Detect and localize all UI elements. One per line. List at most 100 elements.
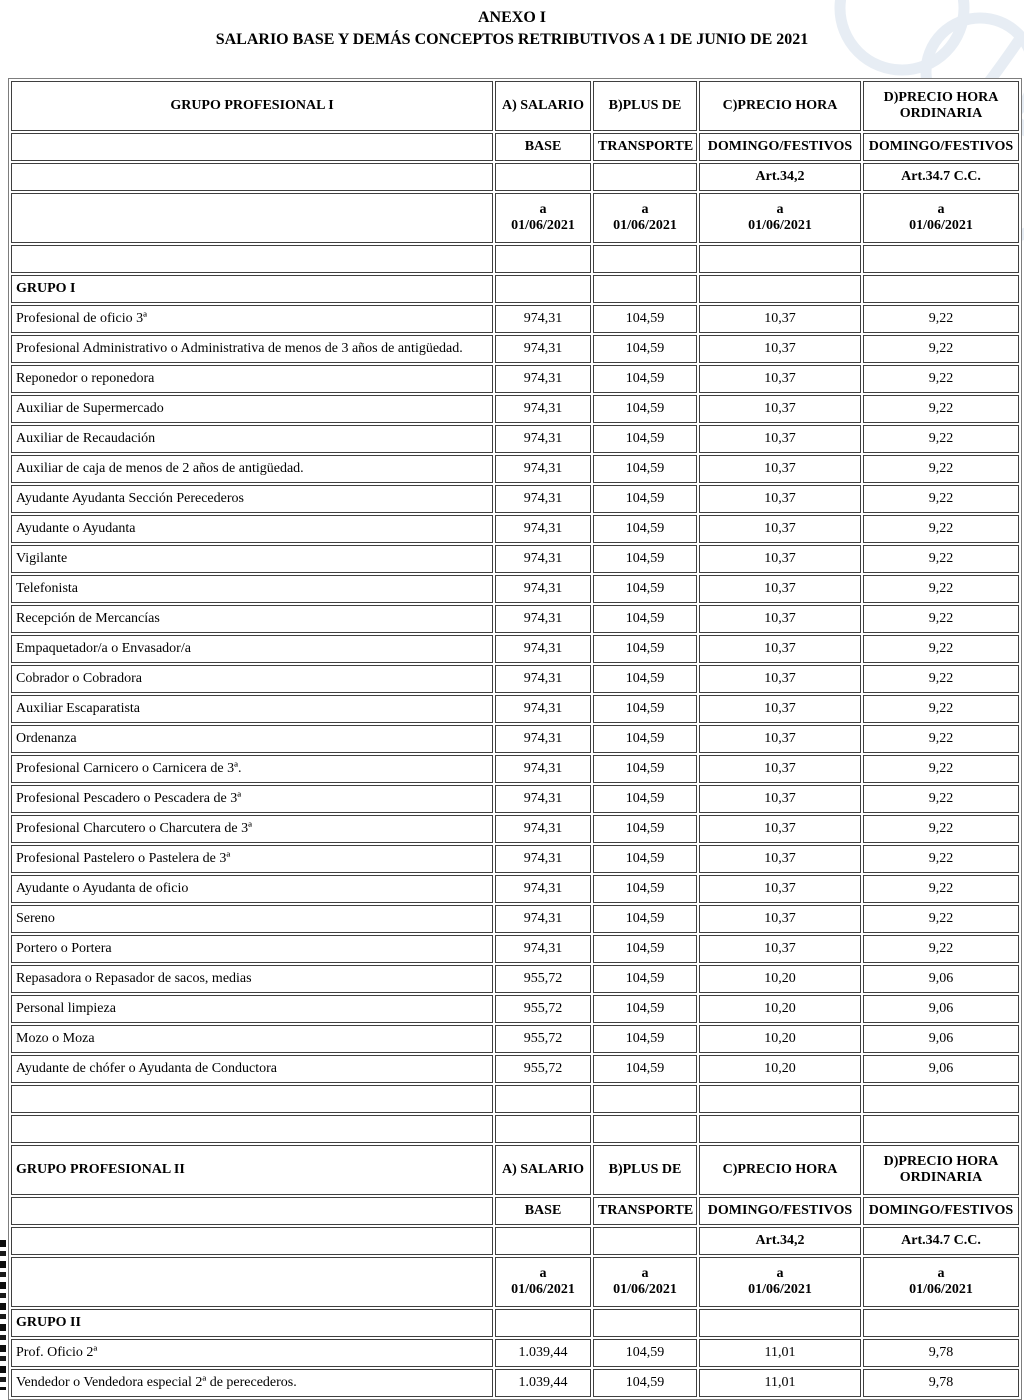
- header-domingo-festivos-c-2: DOMINGO/FESTIVOS: [699, 1197, 861, 1225]
- table-row: Auxiliar de caja de menos de 2 años de a…: [11, 455, 1019, 483]
- table-row: Profesional Administrativo o Administrat…: [11, 335, 1019, 363]
- table-row: Ayudante de chófer o Ayudanta de Conduct…: [11, 1055, 1019, 1083]
- effective-date: 01/06/2021: [511, 1282, 575, 1297]
- precio-hora-ordinaria-value: 9,22: [863, 605, 1019, 633]
- row-label: Profesional Charcutero o Charcutera de 3…: [11, 815, 493, 843]
- header-domingo-festivos-c-1: DOMINGO/FESTIVOS: [699, 133, 861, 161]
- header-ordinaria-1-line2: ORDINARIA: [899, 106, 983, 121]
- group-title-row: GRUPO I: [11, 275, 1019, 303]
- precio-hora-festivos-value: 10,37: [699, 545, 861, 573]
- salario-base-value: 974,31: [495, 845, 591, 873]
- row-label: Repasadora o Repasador de sacos, medias: [11, 965, 493, 993]
- precio-hora-festivos-value: 10,37: [699, 575, 861, 603]
- row-label: Portero o Portera: [11, 935, 493, 963]
- precio-hora-ordinaria-value: 9,22: [863, 905, 1019, 933]
- spacer-row: [11, 245, 1019, 273]
- row-label: Vigilante: [11, 545, 493, 573]
- precio-hora-ordinaria-value: 9,06: [863, 1055, 1019, 1083]
- row-label: Ayudante o Ayudanta: [11, 515, 493, 543]
- salario-base-value: 974,31: [495, 425, 591, 453]
- salario-base-value: 974,31: [495, 455, 591, 483]
- header-grupo-profesional-2: GRUPO PROFESIONAL II: [11, 1145, 493, 1195]
- precio-hora-ordinaria-value: 9,06: [863, 965, 1019, 993]
- header-base-2: BASE: [495, 1197, 591, 1225]
- table-row: Empaquetador/a o Envasador/a 974,31 104,59…: [11, 635, 1019, 663]
- precio-hora-festivos-value: 10,37: [699, 395, 861, 423]
- row-label: Sereno: [11, 905, 493, 933]
- precio-hora-ordinaria-value: 9,22: [863, 515, 1019, 543]
- precio-hora-festivos-value: 10,37: [699, 845, 861, 873]
- salario-base-value: 974,31: [495, 545, 591, 573]
- header-row-3: Art.34,2 Art.34.7 C.C.: [11, 163, 1019, 191]
- effective-a: a: [641, 201, 649, 217]
- plus-transporte-value: 104,59: [593, 305, 697, 333]
- precio-hora-festivos-value: 10,20: [699, 1025, 861, 1053]
- table-row: Profesional de oficio 3ª 974,31 104,59 10,3…: [11, 305, 1019, 333]
- effective-a: a: [539, 1265, 547, 1281]
- effective-a: a: [776, 1265, 784, 1281]
- precio-hora-festivos-value: 10,20: [699, 965, 861, 993]
- plus-transporte-value: 104,59: [593, 665, 697, 693]
- effective-date-c-2: a 01/06/2021: [699, 1257, 861, 1307]
- group-1-title: GRUPO I: [11, 275, 493, 303]
- plus-transporte-value: 104,59: [593, 455, 697, 483]
- row-label: Auxiliar Escaparatista: [11, 695, 493, 723]
- table-row: Reponedor o reponedora 974,31 104,59 10,37 9…: [11, 365, 1019, 393]
- row-label: Auxiliar de caja de menos de 2 años de a…: [11, 455, 493, 483]
- effective-date-d-1: a 01/06/2021: [863, 193, 1019, 243]
- plus-transporte-value: 104,59: [593, 875, 697, 903]
- scan-edge-artifact: [0, 1240, 6, 1390]
- empty-cell: [863, 1309, 1019, 1337]
- table-row: Prof. Oficio 2ª 1.039,44 104,59 11,01 9,78: [11, 1339, 1019, 1367]
- effective-date-c-1: a 01/06/2021: [699, 193, 861, 243]
- group-2-title: GRUPO II: [11, 1309, 493, 1337]
- table-row: Auxiliar de Supermercado 974,31 104,59 10,3…: [11, 395, 1019, 423]
- salario-base-value: 974,31: [495, 335, 591, 363]
- table-row: Recepción de Mercancías 974,31 104,59 10,37…: [11, 605, 1019, 633]
- effective-a: a: [641, 1265, 649, 1281]
- precio-hora-ordinaria-value: 9,22: [863, 485, 1019, 513]
- salario-base-value: 974,31: [495, 785, 591, 813]
- section-2-header: GRUPO PROFESIONAL II A) SALARIO B)PLUS D…: [11, 1145, 1019, 1337]
- plus-transporte-value: 104,59: [593, 575, 697, 603]
- table-row: Auxiliar de Recaudación 974,31 104,59 10,37…: [11, 425, 1019, 453]
- section-1-header: GRUPO PROFESIONAL I A) SALARIO B)PLUS DE…: [11, 81, 1019, 303]
- header-art-34-2-1: Art.34,2: [699, 163, 861, 191]
- table-row: Ayudante o Ayudanta de oficio 974,31 104,5…: [11, 875, 1019, 903]
- precio-hora-ordinaria-value: 9,22: [863, 545, 1019, 573]
- precio-hora-ordinaria-value: 9,22: [863, 425, 1019, 453]
- row-label: Ordenanza: [11, 725, 493, 753]
- empty-cell: [495, 275, 591, 303]
- precio-hora-festivos-value: 10,20: [699, 1055, 861, 1083]
- precio-hora-ordinaria-value: 9,78: [863, 1369, 1019, 1397]
- table-row: Auxiliar Escaparatista 974,31 104,59 10,37 9…: [11, 695, 1019, 723]
- empty-cell: [11, 245, 493, 273]
- table-row: Vigilante 974,31 104,59 10,37 9,22: [11, 545, 1019, 573]
- empty-cell: [699, 275, 861, 303]
- header-ordinaria-1-line1: D)PRECIO HORA: [883, 89, 999, 105]
- table-row: Profesional Carnicero o Carnicera de 3ª.…: [11, 755, 1019, 783]
- empty-cell: [495, 1085, 591, 1113]
- salario-base-value: 974,31: [495, 485, 591, 513]
- effective-date-a-1: a 01/06/2021: [495, 193, 591, 243]
- plus-transporte-value: 104,59: [593, 635, 697, 663]
- header-transporte-2: TRANSPORTE: [593, 1197, 697, 1225]
- effective-date: 01/06/2021: [909, 1282, 973, 1297]
- header-art-34-2-2: Art.34,2: [699, 1227, 861, 1255]
- precio-hora-ordinaria-value: 9,22: [863, 815, 1019, 843]
- effective-date: 01/06/2021: [613, 218, 677, 233]
- precio-hora-festivos-value: 10,37: [699, 785, 861, 813]
- header-row-2: BASE TRANSPORTE DOMINGO/FESTIVOS DOMINGO…: [11, 133, 1019, 161]
- header-domingo-festivos-d-1: DOMINGO/FESTIVOS: [863, 133, 1019, 161]
- salario-base-value: 974,31: [495, 725, 591, 753]
- effective-a: a: [937, 1265, 945, 1281]
- salario-base-value: 974,31: [495, 815, 591, 843]
- table-row: Mozo o Moza 955,72 104,59 10,20 9,06: [11, 1025, 1019, 1053]
- row-label: Telefonista: [11, 575, 493, 603]
- empty-cell: [495, 245, 591, 273]
- header-row-1: GRUPO PROFESIONAL I A) SALARIO B)PLUS DE…: [11, 81, 1019, 131]
- plus-transporte-value: 104,59: [593, 965, 697, 993]
- header-domingo-festivos-d-2: DOMINGO/FESTIVOS: [863, 1197, 1019, 1225]
- precio-hora-festivos-value: 10,37: [699, 725, 861, 753]
- salario-base-value: 955,72: [495, 965, 591, 993]
